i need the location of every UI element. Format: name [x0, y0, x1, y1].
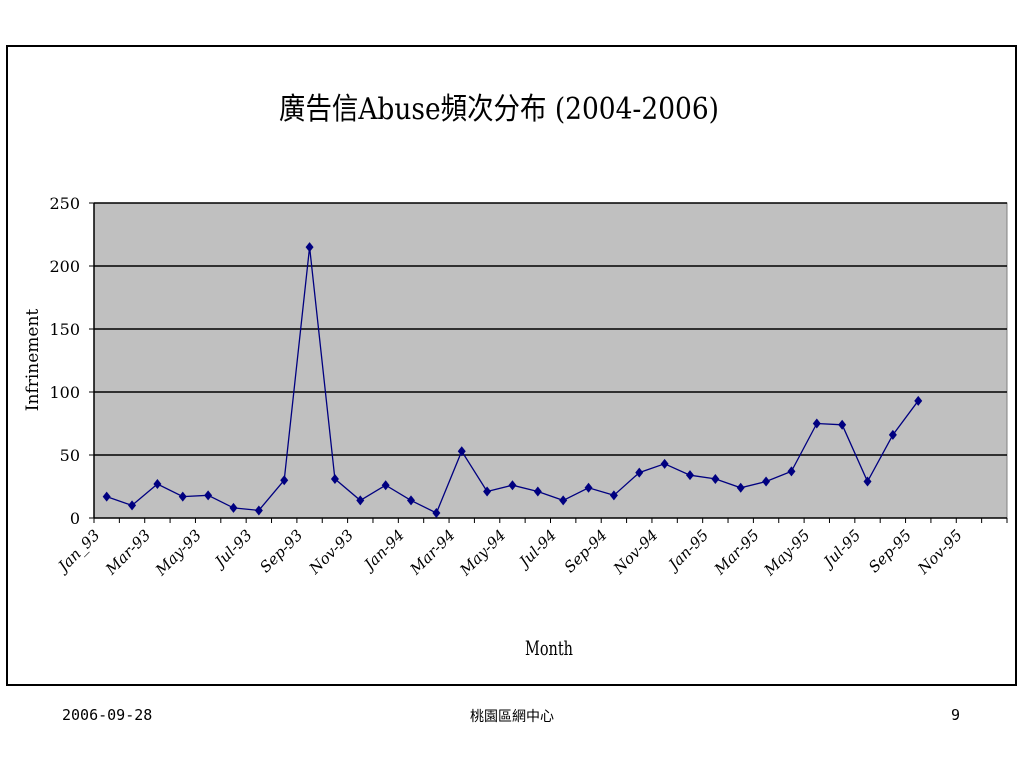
- x-tick-label-Jan_93: Jan_93: [52, 526, 103, 577]
- data-point-May-95: [812, 418, 821, 429]
- data-point-Jun-95: [838, 419, 847, 430]
- y-tick-label-150: 150: [49, 320, 80, 339]
- data-point-Feb-93: [128, 500, 137, 511]
- data-point-Nov-94: [660, 458, 669, 469]
- x-tick-label-Jul-95: Jul-95: [818, 526, 864, 572]
- data-point-Nov-93: [356, 495, 365, 506]
- x-tick-label-Jan-94: Jan-94: [358, 526, 407, 575]
- data-point-Aug-93: [280, 475, 289, 486]
- y-axis-label: Infrinement: [23, 309, 43, 412]
- data-point-Jul-95: [863, 476, 872, 487]
- data-point-Sep-93: [305, 242, 314, 253]
- data-point-Dec-93: [381, 480, 390, 491]
- data-point-Sep-95: [914, 395, 923, 406]
- data-point-Jan-95: [711, 473, 720, 484]
- data-point-Apr-95: [787, 466, 796, 477]
- data-point-Dec-94: [685, 470, 694, 481]
- page-number: 9: [951, 706, 961, 724]
- x-tick-label-Nov-94: Nov-94: [609, 526, 661, 578]
- chart-frame: 廣告信Abuse頻次分布 (2004-2006) 0 50 100 150 200 250…: [6, 45, 1017, 686]
- y-tick-label-200: 200: [49, 257, 80, 276]
- plot-area: [93, 202, 1008, 519]
- x-tick-label-Sep-94: Sep-94: [561, 526, 611, 576]
- data-point-Jan_93: [102, 491, 111, 502]
- data-point-Jul-93: [254, 505, 263, 516]
- y-tick-label-250: 250: [49, 194, 80, 213]
- x-tick-label-Sep-95: Sep-95: [865, 526, 915, 576]
- data-point-May-93: [204, 490, 213, 501]
- data-point-May-94: [508, 480, 517, 491]
- data-point-Aug-94: [584, 482, 593, 493]
- data-point-Sep-94: [609, 490, 618, 501]
- footer-organization: 桃園區網中心: [470, 709, 554, 725]
- x-tick-label-Mar-95: Mar-95: [710, 526, 763, 579]
- data-point-Mar-94: [457, 446, 466, 457]
- x-tick-label-May-94: May-94: [456, 526, 510, 580]
- data-point-Oct-93: [330, 473, 339, 484]
- data-point-Feb-94: [432, 507, 441, 518]
- x-tick-label-Nov-93: Nov-93: [305, 526, 357, 578]
- data-point-Aug-95: [888, 429, 897, 440]
- x-tick-label-May-93: May-93: [151, 526, 205, 580]
- y-tick-label-100: 100: [49, 383, 80, 402]
- x-axis-label: Month: [525, 636, 573, 660]
- data-point-Apr-93: [178, 491, 187, 502]
- chart-title: 廣告信Abuse頻次分布 (2004-2006): [279, 92, 719, 127]
- data-point-Jul-94: [559, 495, 568, 506]
- x-tick-label-Sep-93: Sep-93: [256, 526, 306, 576]
- data-point-Jun-94: [533, 486, 542, 497]
- y-tick-label-0: 0: [70, 509, 80, 528]
- y-tick-labels: 0 50 100 150 200 250: [49, 194, 80, 528]
- data-point-Mar-93: [153, 478, 162, 489]
- line-chart: 廣告信Abuse頻次分布 (2004-2006) 0 50 100 150 200 250…: [23, 92, 1008, 660]
- y-tick-label-50: 50: [60, 446, 80, 465]
- data-series: [102, 242, 923, 518]
- data-point-Jan-94: [407, 495, 416, 506]
- data-point-Oct-94: [635, 467, 644, 478]
- data-point-Apr-94: [483, 486, 492, 497]
- x-tick-label-Mar-93: Mar-93: [101, 526, 154, 579]
- x-tick-label-Mar-94: Mar-94: [406, 526, 459, 579]
- gridlines: [94, 202, 1007, 456]
- x-tick-label-Nov-95: Nov-95: [914, 526, 966, 578]
- data-point-Mar-95: [762, 476, 771, 487]
- data-point-Feb-95: [736, 482, 745, 493]
- footer-date: 2006-09-28: [62, 706, 153, 724]
- x-tick-label-Jul-94: Jul-94: [514, 526, 560, 572]
- x-tick-label-Jan-95: Jan-95: [663, 526, 712, 575]
- axes: [89, 202, 1008, 523]
- data-point-Jun-93: [229, 502, 238, 513]
- x-tick-label-May-95: May-95: [760, 526, 814, 580]
- x-tick-label-Jul-93: Jul-93: [209, 526, 255, 572]
